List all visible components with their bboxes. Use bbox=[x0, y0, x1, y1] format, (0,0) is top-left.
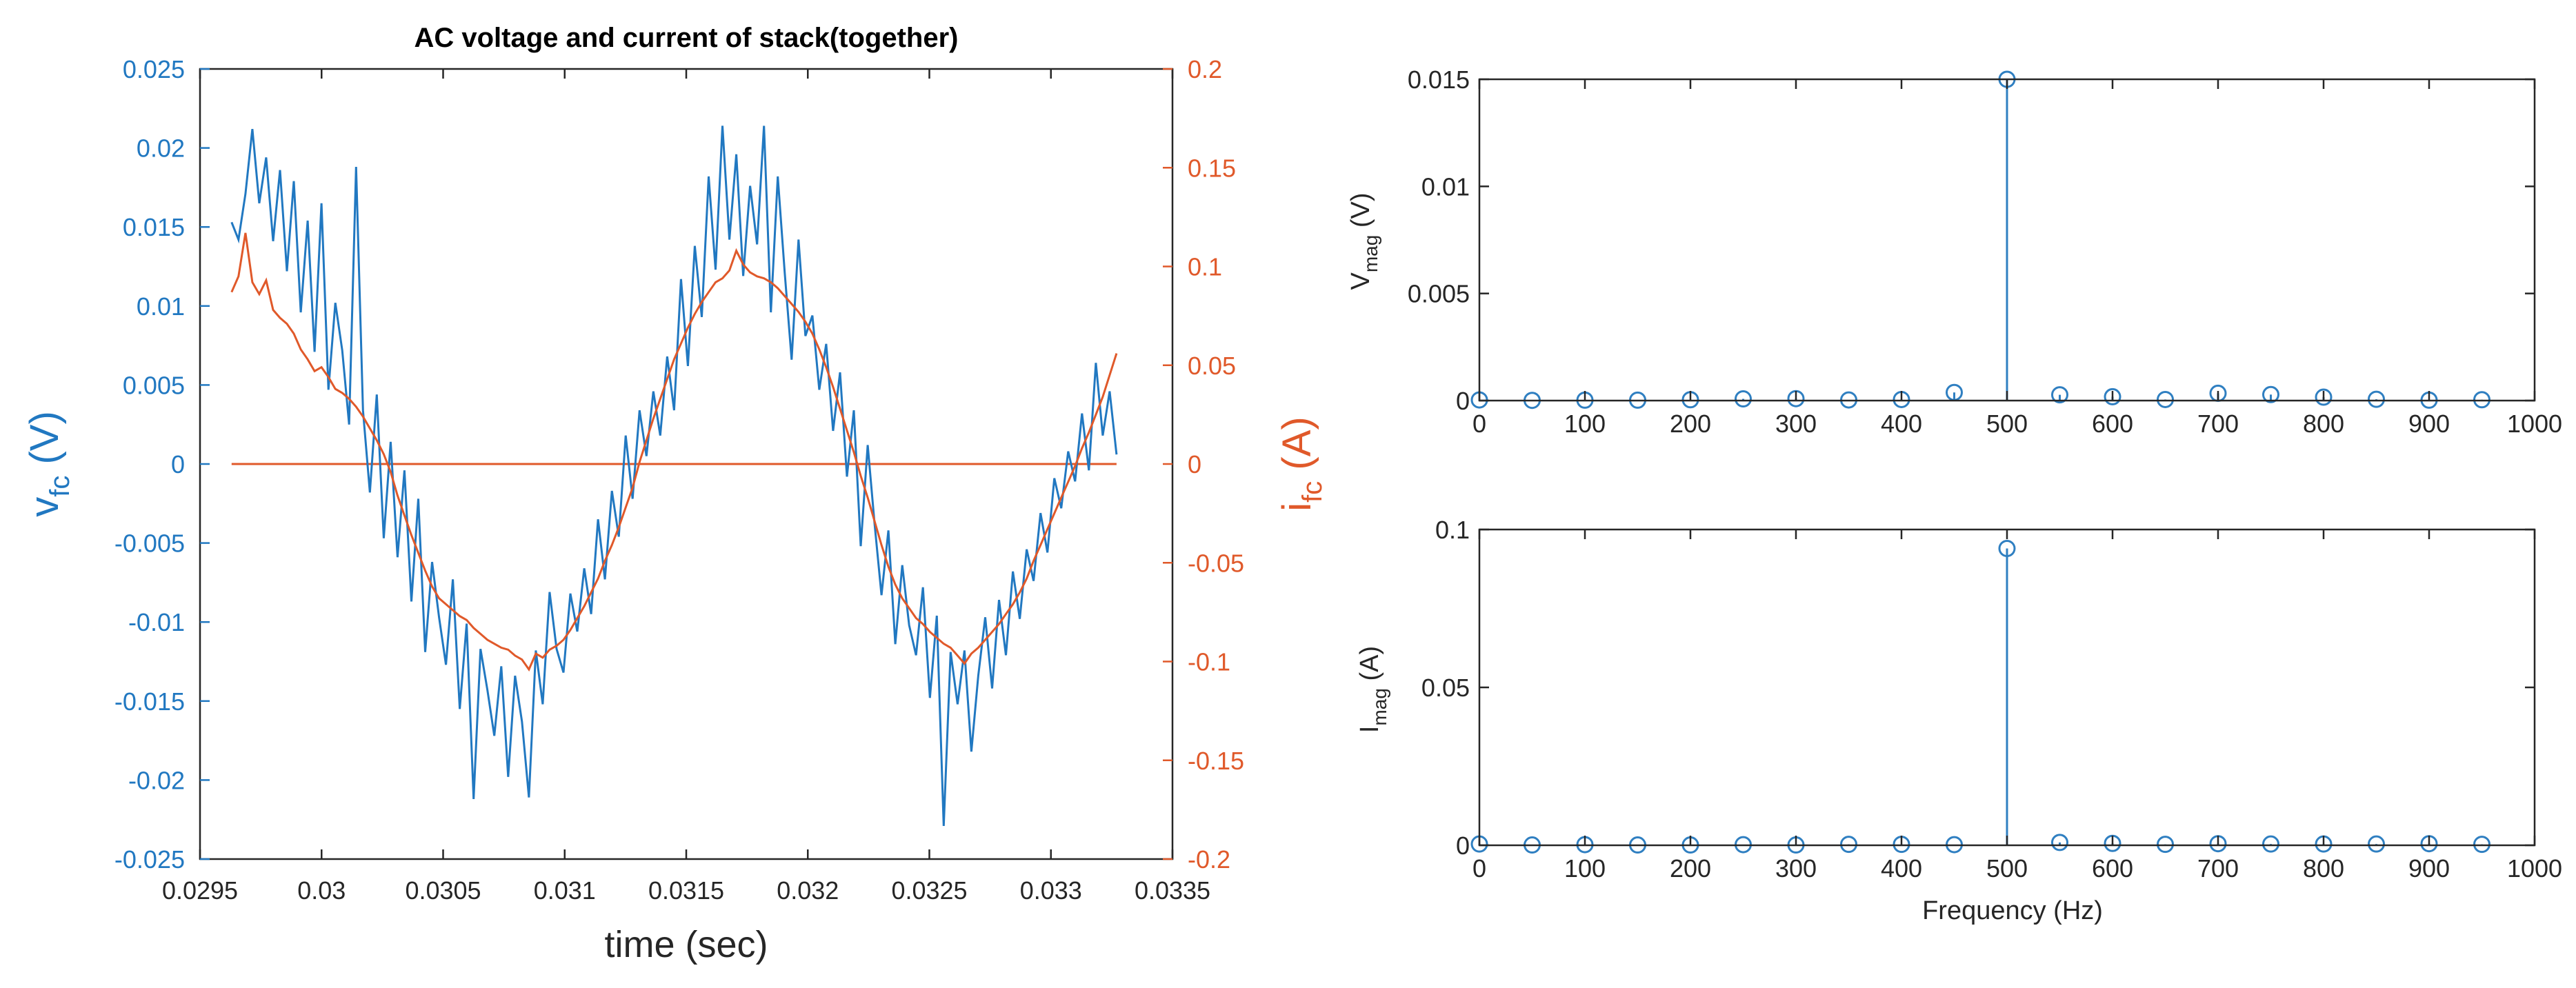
voltage-spectrum-x-tick-label: 1000 bbox=[2507, 410, 2562, 438]
y-left-tick-label: 0.005 bbox=[123, 371, 185, 399]
current-spectrum-x-tick-label: 900 bbox=[2408, 854, 2450, 883]
current-spectrum-x-tick-label: 800 bbox=[2303, 854, 2344, 883]
x-tick-label: 0.032 bbox=[777, 876, 839, 905]
time-domain-chart: AC voltage and current of stack(together… bbox=[22, 23, 1328, 965]
y-left-tick-label: 0 bbox=[171, 450, 185, 478]
current-spectrum-stem-marker bbox=[2262, 835, 2279, 853]
current-spectrum-x-tick-label: 200 bbox=[1670, 854, 1711, 883]
current-spectrum-stem-marker bbox=[2157, 836, 2174, 854]
current-spectrum-stem-marker bbox=[1840, 836, 1857, 854]
y-right-tick-label: 0 bbox=[1188, 450, 1201, 478]
voltage-spectrum-x-tick-label: 900 bbox=[2408, 410, 2450, 438]
current-y-axis-label: ifc (A) bbox=[1275, 416, 1328, 511]
voltage-spectrum-x-tick-label: 200 bbox=[1670, 410, 1711, 438]
voltage-spectrum-stem-marker bbox=[2051, 386, 2068, 404]
y-left-tick-label: -0.01 bbox=[128, 608, 185, 636]
current-spectrum-x-ticks: 0 100 200 300 400 500 600 700 800 900 1000 bbox=[1472, 530, 2562, 883]
voltage-spectrum-stem-marker bbox=[2157, 390, 2174, 408]
voltage-spectrum-stem-marker bbox=[2315, 388, 2333, 406]
current-spectrum-x-tick-label: 700 bbox=[2197, 854, 2239, 883]
time-x-axis-label: time (sec) bbox=[604, 924, 768, 965]
frequency-x-axis-label: Frequency (Hz) bbox=[1922, 896, 2103, 925]
current-spectrum-y-tick-label: 0.05 bbox=[1421, 674, 1470, 702]
x-tick-label: 0.031 bbox=[534, 876, 596, 905]
y-right-tick-label: -0.2 bbox=[1188, 845, 1230, 874]
x-tick-label: 0.033 bbox=[1020, 876, 1082, 905]
y-left-tick-label: -0.015 bbox=[114, 687, 185, 716]
y-left-tick-label: 0.025 bbox=[123, 55, 185, 83]
voltage-spectrum-stem-marker bbox=[1735, 390, 1752, 408]
voltage-spectrum-y-tick-label: 0.015 bbox=[1408, 65, 1470, 94]
current-spectrum-x-tick-label: 600 bbox=[2092, 854, 2133, 883]
y-left-tick-label: -0.005 bbox=[114, 530, 185, 558]
current-spectrum-x-tick-label: 400 bbox=[1881, 854, 1922, 883]
current-spectrum-chart: 0 100 200 300 400 500 600 700 800 900 1000 0.1 0.05… bbox=[1355, 516, 2562, 925]
voltage-spectrum-x-tick-label: 600 bbox=[2092, 410, 2133, 438]
current-y-ticks: 0.2 0.15 0.1 0.05 0 -0.05 -0.1 -0.15 -0.2 bbox=[1163, 55, 1244, 874]
current-spectrum-y-tick-label: 0 bbox=[1456, 831, 1470, 860]
x-tick-label: 0.0305 bbox=[405, 876, 481, 905]
voltage-spectrum-x-tick-label: 800 bbox=[2303, 410, 2344, 438]
y-left-tick-label: 0.02 bbox=[137, 134, 185, 163]
voltage-spectrum-x-ticks: 0 100 200 300 400 500 600 700 800 900 1000 bbox=[1472, 79, 2562, 438]
current-spectrum-y-ticks: 0.1 0.05 0 bbox=[1421, 516, 2535, 860]
current-spectrum-stem-marker bbox=[2473, 836, 2490, 854]
current-series-line bbox=[230, 232, 1118, 672]
voltage-spectrum-x-tick-label: 400 bbox=[1881, 410, 1922, 438]
voltage-spectrum-stem-marker bbox=[2104, 387, 2121, 405]
y-right-tick-label: 0.05 bbox=[1188, 352, 1236, 380]
voltage-spectrum-x-tick-label: 700 bbox=[2197, 410, 2239, 438]
y-left-tick-label: -0.02 bbox=[128, 766, 185, 794]
time-x-ticks: 0.0295 0.03 0.0305 0.031 0.0315 0.032 0.0325 0.… bbox=[162, 69, 1210, 905]
y-right-tick-label: -0.15 bbox=[1188, 747, 1244, 775]
current-spectrum-plot-area bbox=[1470, 539, 2490, 854]
x-tick-label: 0.03 bbox=[297, 876, 346, 905]
voltage-spectrum-chart: 0 100 200 300 400 500 600 700 800 900 1000 0.0150.… bbox=[1346, 65, 2562, 438]
voltage-spectrum-y-tick-label: 0.01 bbox=[1421, 172, 1470, 201]
voltage-y-ticks: 0.025 0.02 0.015 0.01 0.005 0 -0.005 -0.01 -0.01… bbox=[114, 55, 210, 874]
voltage-spectrum-y-label: Vmag (V) bbox=[1346, 192, 1381, 290]
current-spectrum-stem-marker bbox=[2368, 835, 2385, 853]
y-right-tick-label: -0.05 bbox=[1188, 549, 1244, 577]
voltage-y-axis-label: vfc (V) bbox=[22, 411, 75, 517]
voltage-series-line bbox=[230, 125, 1118, 826]
x-tick-label: 0.0295 bbox=[162, 876, 238, 905]
x-tick-label: 0.0325 bbox=[891, 876, 967, 905]
current-spectrum-x-tick-label: 0 bbox=[1472, 854, 1486, 883]
current-spectrum-x-tick-label: 1000 bbox=[2507, 854, 2562, 883]
y-left-tick-label: 0.01 bbox=[137, 292, 185, 321]
x-tick-label: 0.0315 bbox=[648, 876, 724, 905]
voltage-spectrum-x-tick-label: 300 bbox=[1775, 410, 1817, 438]
voltage-spectrum-y-tick-label: 0.005 bbox=[1408, 280, 1470, 308]
voltage-spectrum-y-ticks: 0.015 0.01 0.005 0 bbox=[1408, 65, 2535, 415]
time-plot-area bbox=[230, 125, 1118, 826]
y-right-tick-label: 0.2 bbox=[1188, 55, 1222, 83]
voltage-spectrum-y-tick-label: 0 bbox=[1456, 387, 1470, 415]
current-spectrum-stem-marker bbox=[1998, 539, 2016, 557]
current-spectrum-x-tick-label: 100 bbox=[1564, 854, 1606, 883]
x-tick-label: 0.0335 bbox=[1135, 876, 1210, 905]
current-spectrum-stem-marker bbox=[2051, 834, 2068, 851]
current-spectrum-x-tick-label: 300 bbox=[1775, 854, 1817, 883]
voltage-spectrum-stem-marker bbox=[2368, 390, 2385, 408]
current-spectrum-y-label: Imag (A) bbox=[1355, 646, 1390, 733]
voltage-spectrum-x-tick-label: 100 bbox=[1564, 410, 1606, 438]
y-right-tick-label: 0.15 bbox=[1188, 154, 1236, 182]
y-left-tick-label: -0.025 bbox=[114, 845, 185, 874]
voltage-spectrum-x-tick-label: 500 bbox=[1986, 410, 2028, 438]
y-right-tick-label: 0.1 bbox=[1188, 253, 1222, 281]
voltage-spectrum-x-tick-label: 0 bbox=[1472, 410, 1486, 438]
current-spectrum-x-tick-label: 500 bbox=[1986, 854, 2028, 883]
chart-title: AC voltage and current of stack(together… bbox=[414, 23, 958, 53]
y-right-tick-label: -0.1 bbox=[1188, 648, 1230, 676]
y-left-tick-label: 0.015 bbox=[123, 213, 185, 241]
voltage-spectrum-stem-marker bbox=[2262, 385, 2279, 403]
voltage-spectrum-plot-area bbox=[1470, 70, 2490, 410]
current-spectrum-y-tick-label: 0.1 bbox=[1435, 516, 1470, 544]
